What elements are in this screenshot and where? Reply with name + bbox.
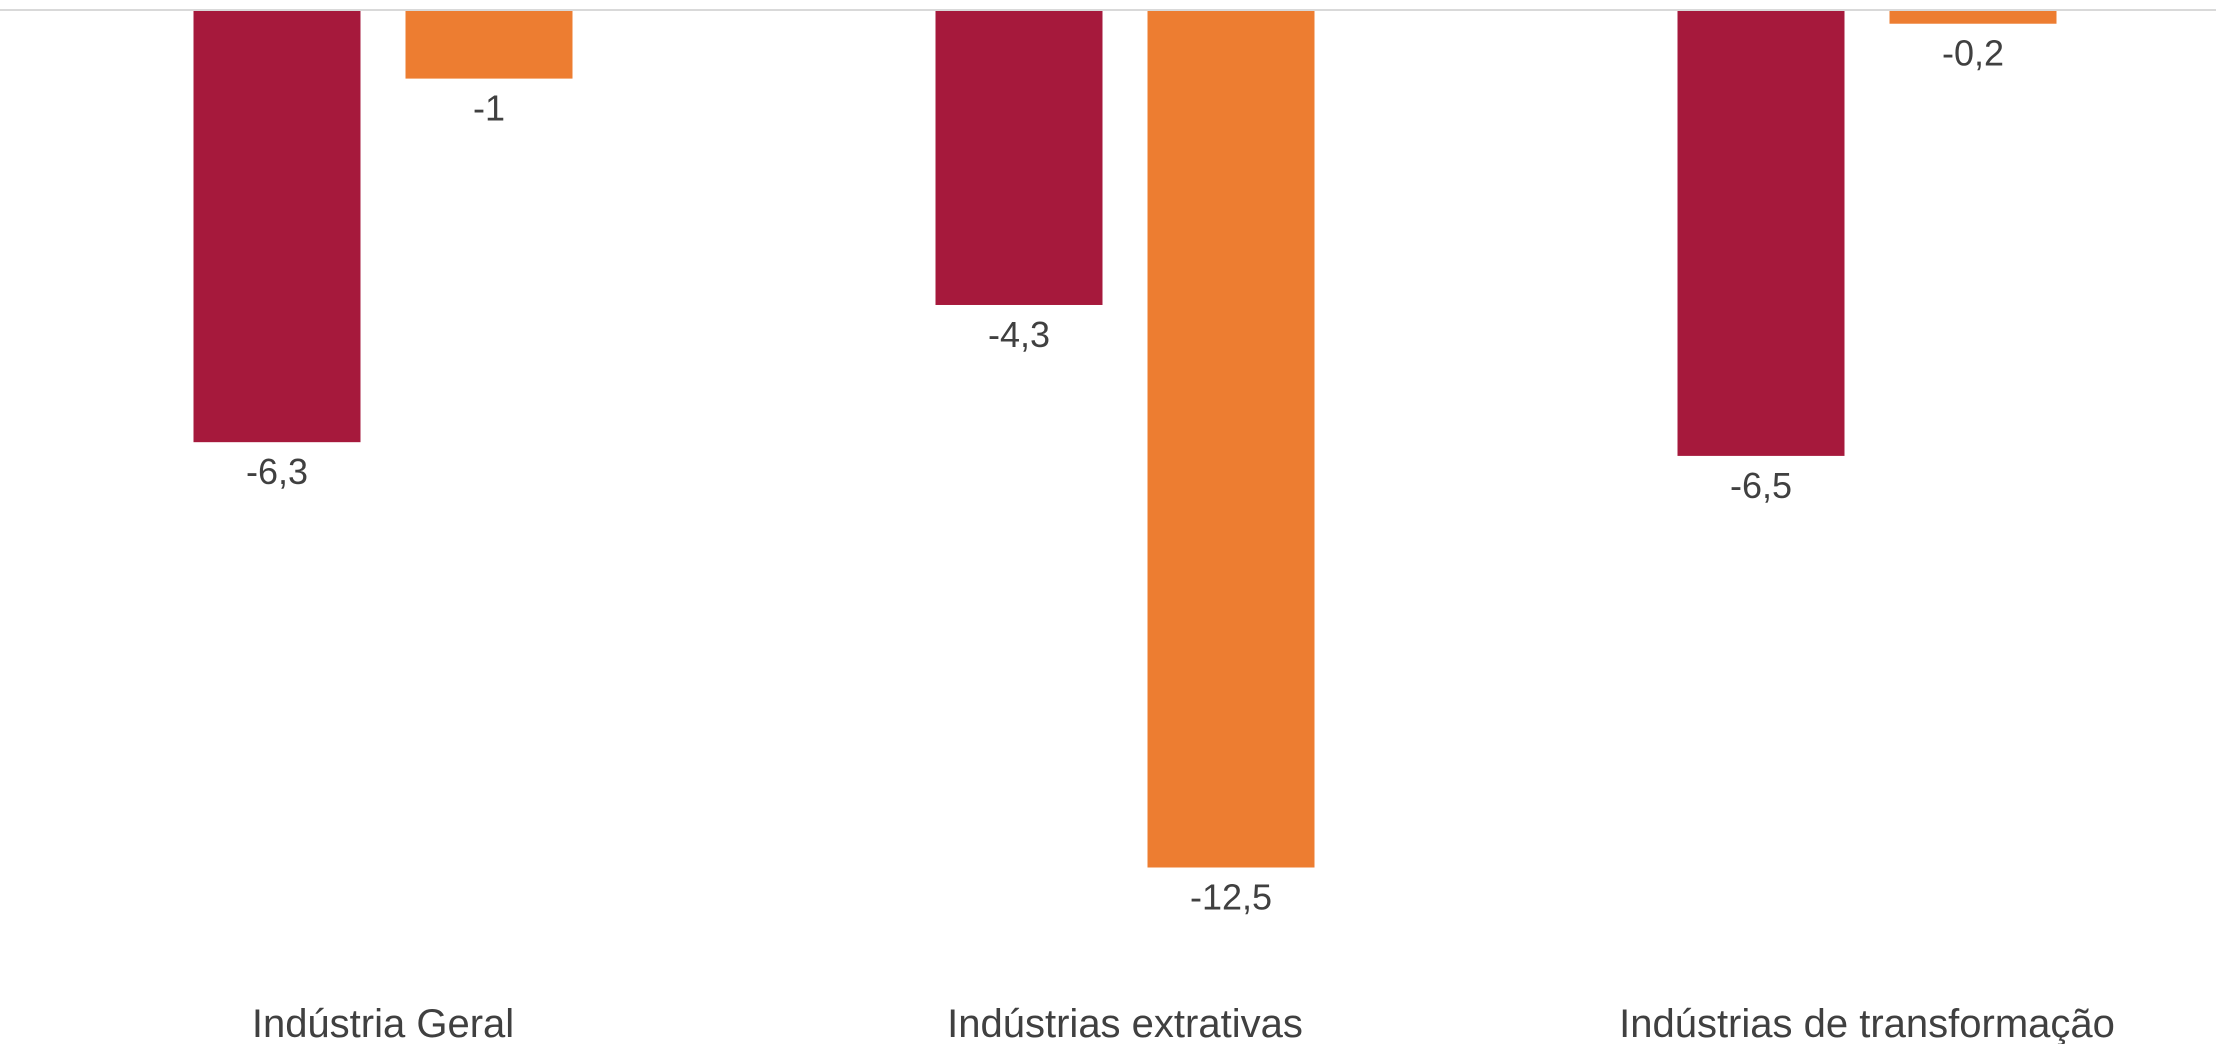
category-labels-layer: Indústria Geral Indústrias extrativas Indú… (252, 1002, 2115, 1044)
category-label-3: Indústrias de transformação (1619, 1002, 2115, 1044)
data-label-series-2-category-2: -12,5 (1190, 877, 1272, 918)
category-label-2: Indústrias extrativas (947, 1002, 1303, 1044)
bar-series-1-category-2 (935, 10, 1103, 305)
data-label-series-1-category-2: -4,3 (988, 314, 1050, 355)
data-label-series-2-category-1: -1 (473, 88, 505, 129)
bar-series-2-category-3 (1889, 10, 2057, 24)
bar-series-2-category-2 (1147, 10, 1315, 868)
bars-layer (193, 10, 2057, 868)
data-label-series-2-category-3: -0,2 (1942, 33, 2004, 74)
bar-series-1-category-1 (193, 10, 361, 443)
bar-series-2-category-1 (405, 10, 573, 79)
bar-series-1-category-3 (1677, 10, 1845, 456)
data-labels-layer: -6,3 -1 -4,3 -12,5 -6,5 -0,2 (246, 33, 2004, 918)
category-label-1: Indústria Geral (252, 1002, 514, 1044)
data-label-series-1-category-1: -6,3 (246, 451, 308, 492)
data-label-series-1-category-3: -6,5 (1730, 465, 1792, 506)
